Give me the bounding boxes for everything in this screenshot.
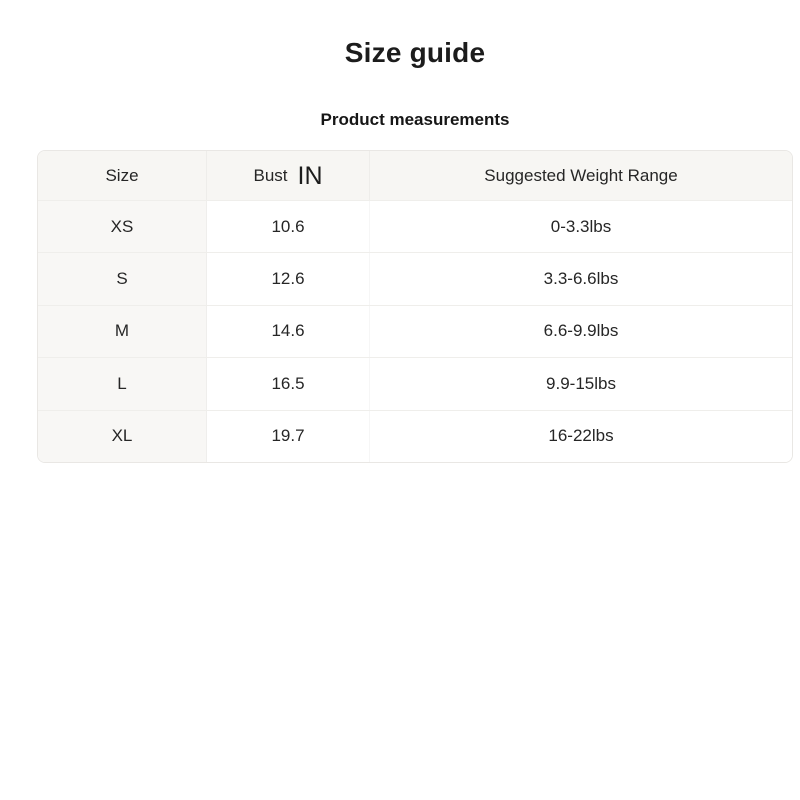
cell-size: L — [38, 358, 207, 410]
header-cell-size: Size — [38, 151, 207, 200]
table-header-row: Size Bust IN Suggested Weight Range — [38, 151, 792, 200]
table-row: M 14.6 6.6-9.9lbs — [38, 304, 792, 358]
cell-weight: 9.9-15lbs — [546, 373, 616, 393]
cell-bust: 12.6 — [207, 253, 370, 304]
cell-bust: 10.6 — [207, 201, 370, 252]
cell-bust: 14.6 — [207, 306, 370, 357]
header-cell-weight: Suggested Weight Range — [484, 165, 678, 185]
size-guide-table: Size Bust IN Suggested Weight Range XS 1… — [37, 150, 793, 463]
bust-unit-label: IN — [297, 162, 323, 190]
table-row: L 16.5 9.9-15lbs — [38, 357, 792, 410]
header-cell-bust: Bust IN — [207, 151, 370, 200]
table-row: XS 10.6 0-3.3lbs — [38, 200, 792, 253]
cell-size: XL — [38, 410, 207, 462]
cell-size: S — [38, 253, 207, 305]
cell-weight: 16-22lbs — [548, 426, 614, 446]
cell-bust: 16.5 — [207, 358, 370, 409]
cell-weight: 6.6-9.9lbs — [543, 321, 619, 341]
table-row: XL 19.7 16-22lbs — [38, 409, 792, 462]
cell-bust: 19.7 — [207, 411, 370, 462]
page-title: Size guide — [344, 37, 486, 68]
bust-header-label: Bust — [253, 165, 288, 185]
table-row: S 12.6 3.3-6.6lbs — [38, 252, 792, 305]
cell-weight: 3.3-6.6lbs — [543, 269, 619, 289]
section-subtitle: Product measurements — [320, 110, 510, 129]
cell-weight: 0-3.3lbs — [550, 216, 612, 236]
cell-size: M — [38, 305, 207, 358]
cell-size: XS — [38, 201, 207, 253]
